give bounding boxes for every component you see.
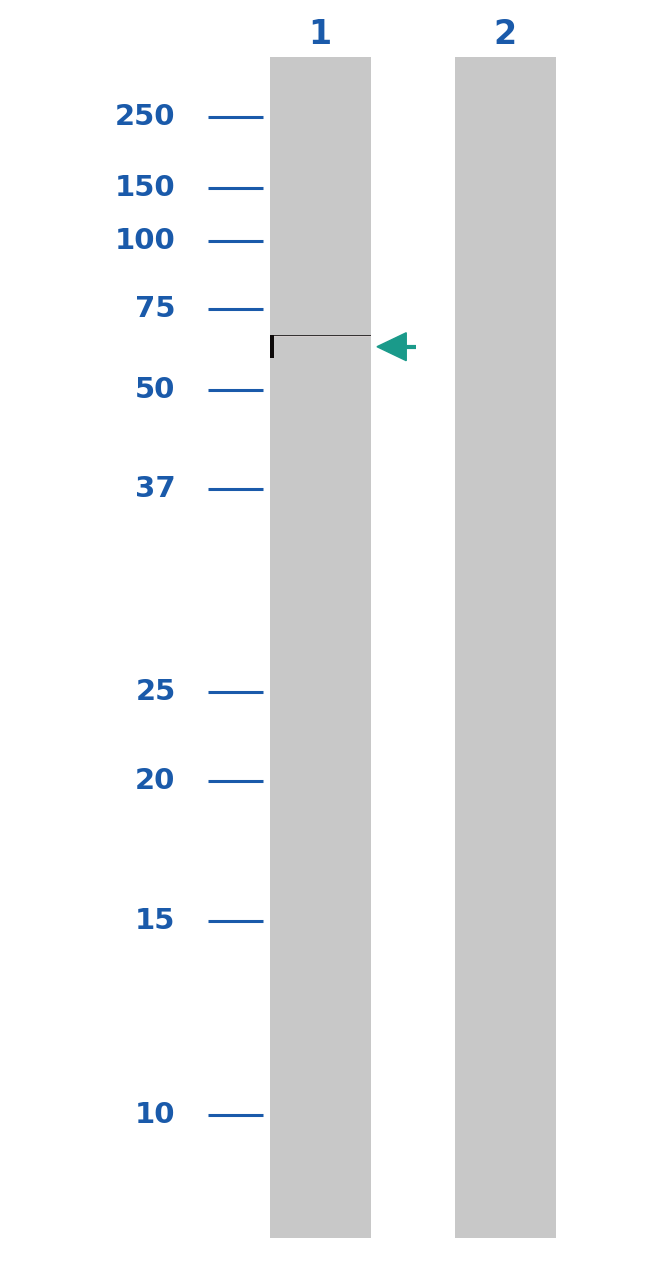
Bar xyxy=(272,335,274,358)
Bar xyxy=(270,57,370,1238)
Bar xyxy=(270,335,273,358)
Bar xyxy=(271,335,274,358)
Bar xyxy=(270,335,272,358)
Bar xyxy=(270,335,273,358)
Bar xyxy=(270,335,272,358)
Bar xyxy=(271,335,273,358)
Bar xyxy=(271,335,274,358)
Bar xyxy=(271,335,273,358)
Bar xyxy=(270,335,272,358)
Text: 1: 1 xyxy=(309,18,332,51)
Bar xyxy=(455,57,556,1238)
Bar xyxy=(270,335,272,358)
Text: 20: 20 xyxy=(135,767,176,795)
Bar xyxy=(271,335,274,358)
Bar xyxy=(272,335,274,358)
Bar xyxy=(271,335,273,358)
Bar xyxy=(271,335,273,358)
Text: 100: 100 xyxy=(115,227,176,255)
Bar xyxy=(271,335,273,358)
Bar xyxy=(271,335,274,358)
Text: 75: 75 xyxy=(135,295,176,323)
Bar xyxy=(270,335,273,358)
Bar xyxy=(270,335,272,358)
Bar xyxy=(270,335,272,358)
Bar xyxy=(271,335,274,358)
Bar xyxy=(270,335,273,358)
Bar xyxy=(272,335,274,358)
Bar xyxy=(270,335,272,358)
Text: 50: 50 xyxy=(135,376,176,404)
Text: 25: 25 xyxy=(135,678,176,706)
Bar xyxy=(272,335,274,358)
Bar xyxy=(270,335,272,358)
Bar xyxy=(272,335,274,358)
Bar xyxy=(271,335,274,358)
Bar xyxy=(270,335,272,358)
Bar xyxy=(270,335,272,358)
Bar xyxy=(270,335,273,358)
Bar xyxy=(271,335,274,358)
Bar xyxy=(270,335,272,358)
Bar xyxy=(272,335,274,358)
Bar xyxy=(272,335,274,358)
Text: 15: 15 xyxy=(135,907,176,935)
Bar xyxy=(271,335,273,358)
Bar xyxy=(272,335,274,358)
Bar xyxy=(271,335,274,358)
Text: 10: 10 xyxy=(135,1101,176,1129)
Text: 150: 150 xyxy=(115,174,176,202)
Bar xyxy=(271,335,273,358)
FancyArrow shape xyxy=(377,333,416,361)
Bar xyxy=(270,335,273,358)
Bar xyxy=(272,335,274,358)
Bar xyxy=(270,335,273,358)
Text: 37: 37 xyxy=(135,475,176,503)
Bar xyxy=(270,335,272,358)
Text: 250: 250 xyxy=(115,103,176,131)
Bar xyxy=(270,335,272,358)
Text: 2: 2 xyxy=(494,18,517,51)
Bar xyxy=(271,335,274,358)
Bar xyxy=(270,335,273,358)
Bar xyxy=(272,335,274,358)
Bar xyxy=(270,335,272,358)
Bar xyxy=(270,335,272,358)
Bar xyxy=(270,335,273,358)
